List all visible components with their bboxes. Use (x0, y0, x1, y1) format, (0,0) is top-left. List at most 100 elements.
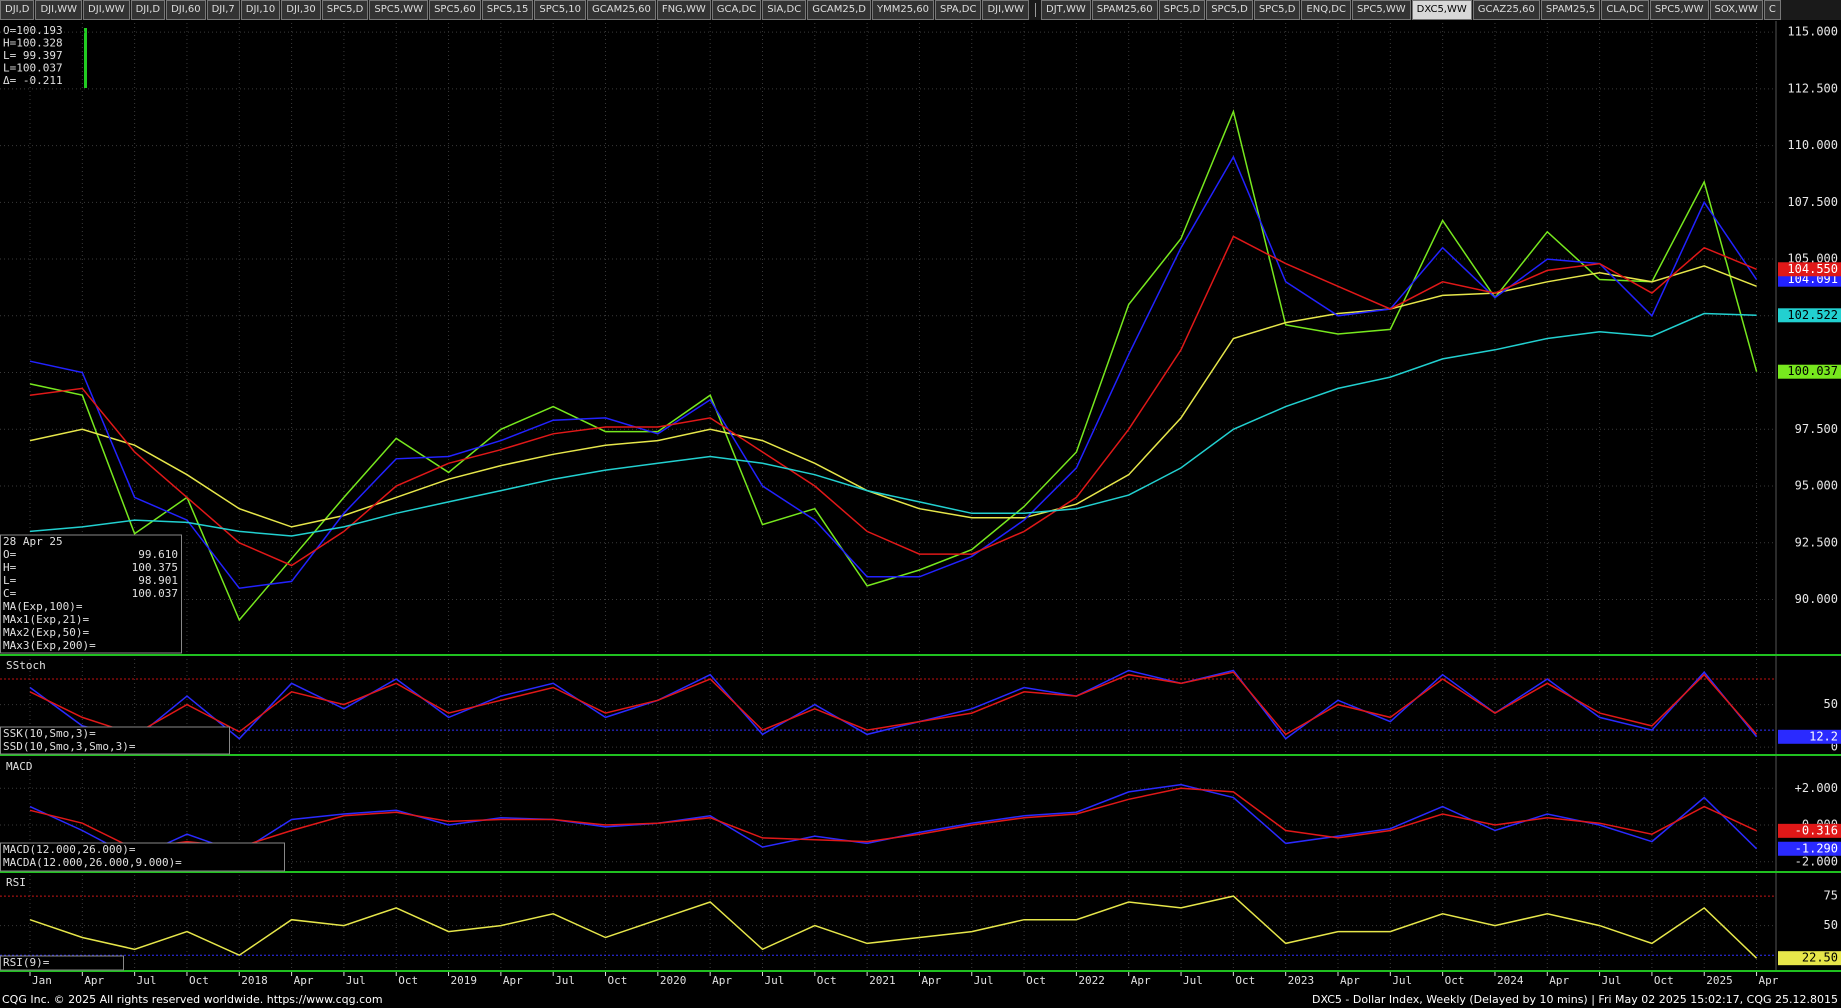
data-window-key: H= (3, 561, 17, 574)
tab[interactable]: GCAZ25,60 (1472, 0, 1540, 20)
current-value-box (1778, 841, 1841, 856)
tab[interactable]: SPC5,D (1158, 0, 1206, 20)
x-tick-label: Oct (1654, 974, 1674, 987)
data-window-key: L= (3, 574, 17, 587)
x-tick-label: 2023 (1288, 974, 1315, 987)
data-window-date: 28 Apr 25 (3, 535, 63, 548)
study-line (29, 895, 1758, 959)
tab[interactable]: SIA,DC (762, 0, 807, 20)
tab[interactable]: YMM25,60 (872, 0, 935, 20)
data-window-value: 100.375 (132, 561, 178, 574)
data-window-key: O= (3, 548, 17, 561)
tab[interactable]: SPA,DC (935, 0, 982, 20)
x-tick-label: Apr (1549, 974, 1569, 987)
y-tick-label: 115.000 (1787, 25, 1838, 39)
current-value-label: 22.50 (1802, 951, 1838, 965)
tab[interactable]: GCA,DC (711, 0, 762, 20)
tab[interactable]: SPC5,D (1206, 0, 1253, 20)
y-tick-label: 112.500 (1787, 81, 1838, 95)
tab[interactable]: GCAM25,D (807, 0, 872, 20)
tab[interactable]: ENQ,DC (1301, 0, 1351, 20)
tab[interactable]: SOX,WW (1709, 0, 1763, 20)
price-line (29, 109, 1758, 622)
x-tick-label: Oct (398, 974, 418, 987)
y-tick-label: 92.500 (1795, 535, 1838, 549)
data-window-value: 100.037 (132, 587, 178, 600)
y-tick-label: -2.000 (1795, 854, 1838, 868)
y-tick-label: +2.000 (1795, 781, 1838, 795)
current-value-label: -0.316 (1795, 823, 1838, 837)
quote-line: H=100.328 (3, 37, 63, 50)
x-tick-label: Apr (921, 974, 941, 987)
tab[interactable]: FNG,WW (656, 0, 711, 20)
y-tick-label: 75 (1824, 889, 1838, 903)
x-tick-label: Oct (1235, 974, 1255, 987)
x-tick-label: Jul (1392, 974, 1412, 987)
tab[interactable]: DJT,WW (1041, 0, 1091, 20)
x-tick-label: Jul (1183, 974, 1203, 987)
x-tick-label: Apr (84, 974, 104, 987)
tab[interactable]: DJI,30 (281, 0, 321, 20)
panel-title: MACD (6, 760, 33, 773)
tab[interactable]: SPC5,10 (534, 0, 586, 20)
x-tick-label: Oct (1445, 974, 1465, 987)
tab[interactable]: SPC5,15 (481, 0, 534, 20)
study-box (0, 842, 285, 872)
x-tick-label: Apr (1340, 974, 1360, 987)
tab[interactable]: DJI,7 (206, 0, 240, 20)
study-line (29, 235, 1757, 567)
tab[interactable]: CLA,DC (1601, 0, 1649, 20)
quote-bar (84, 28, 87, 88)
study-box (0, 726, 230, 755)
x-tick-label: Jul (764, 974, 784, 987)
tab[interactable]: DJI,60 (166, 0, 206, 20)
tab[interactable]: SPC5,60 (429, 0, 481, 20)
y-tick-label: 97.500 (1795, 422, 1838, 436)
quote-line: Δ= -0.211 (3, 74, 63, 87)
current-value-label: 100.037 (1787, 364, 1838, 378)
study-line (29, 669, 1758, 740)
data-window-value: 99.610 (138, 548, 178, 561)
tab[interactable]: C (1763, 0, 1781, 20)
tab[interactable]: DJI,D (130, 0, 166, 20)
tab[interactable]: SPC5,D (1253, 0, 1301, 20)
tab[interactable]: DJI,WW (35, 0, 83, 20)
tab[interactable]: DJI,10 (240, 0, 281, 20)
tab[interactable]: SPC5,WW (1649, 0, 1709, 20)
data-window-value: 98.901 (138, 574, 178, 587)
tab[interactable]: SPC5,WW (369, 0, 429, 20)
quote-line: L=100.037 (3, 62, 63, 75)
x-tick-label: Apr (1759, 974, 1779, 987)
y-tick-label: 50 (1824, 697, 1838, 711)
study-line (29, 155, 1758, 589)
tab[interactable]: DXC5,WW (1411, 0, 1472, 20)
footer-right: DXC5 - Dollar Index, Weekly (Delayed by … (1312, 993, 1838, 1006)
x-tick-label: Apr (294, 974, 314, 987)
study-name: MACDA(12.000,26.000,9.000)= (3, 856, 182, 869)
tab[interactable]: SPAM25,5 (1540, 0, 1601, 20)
tab[interactable]: GCAM25,60 (587, 0, 656, 20)
quote-line: L= 99.397 (3, 49, 63, 62)
study-name: MAx2(Exp,50)= (3, 626, 89, 639)
tab[interactable]: DJI,WW (83, 0, 130, 20)
x-tick-label: Jul (137, 974, 157, 987)
tab[interactable]: SPC5,WW (1351, 0, 1411, 20)
data-window (0, 534, 182, 654)
current-value-box (1778, 729, 1841, 744)
y-tick-label: 50 (1824, 918, 1838, 932)
tab[interactable]: DJI,WW (982, 0, 1030, 20)
tab[interactable]: SPC5,D (321, 0, 369, 20)
y-tick-label: 107.500 (1787, 195, 1838, 209)
tab-bar: DJI,D DJI,WW DJI,WW DJI,D DJI,60 DJI,7 DJI,10 D… (0, 0, 1841, 20)
current-value-label: 12.2 (1809, 729, 1838, 743)
tab-separator (1035, 3, 1037, 17)
tab[interactable]: SPAM25,60 (1091, 0, 1158, 20)
x-tick-label: 2019 (451, 974, 478, 987)
y-tick-label: 95.000 (1795, 479, 1838, 493)
x-tick-label: 2018 (241, 974, 268, 987)
tab[interactable]: DJI,D (0, 0, 35, 20)
quote-line: O=100.193 (3, 24, 63, 37)
x-tick-label: Oct (1026, 974, 1046, 987)
study-box (0, 955, 124, 971)
study-line (29, 312, 1757, 537)
